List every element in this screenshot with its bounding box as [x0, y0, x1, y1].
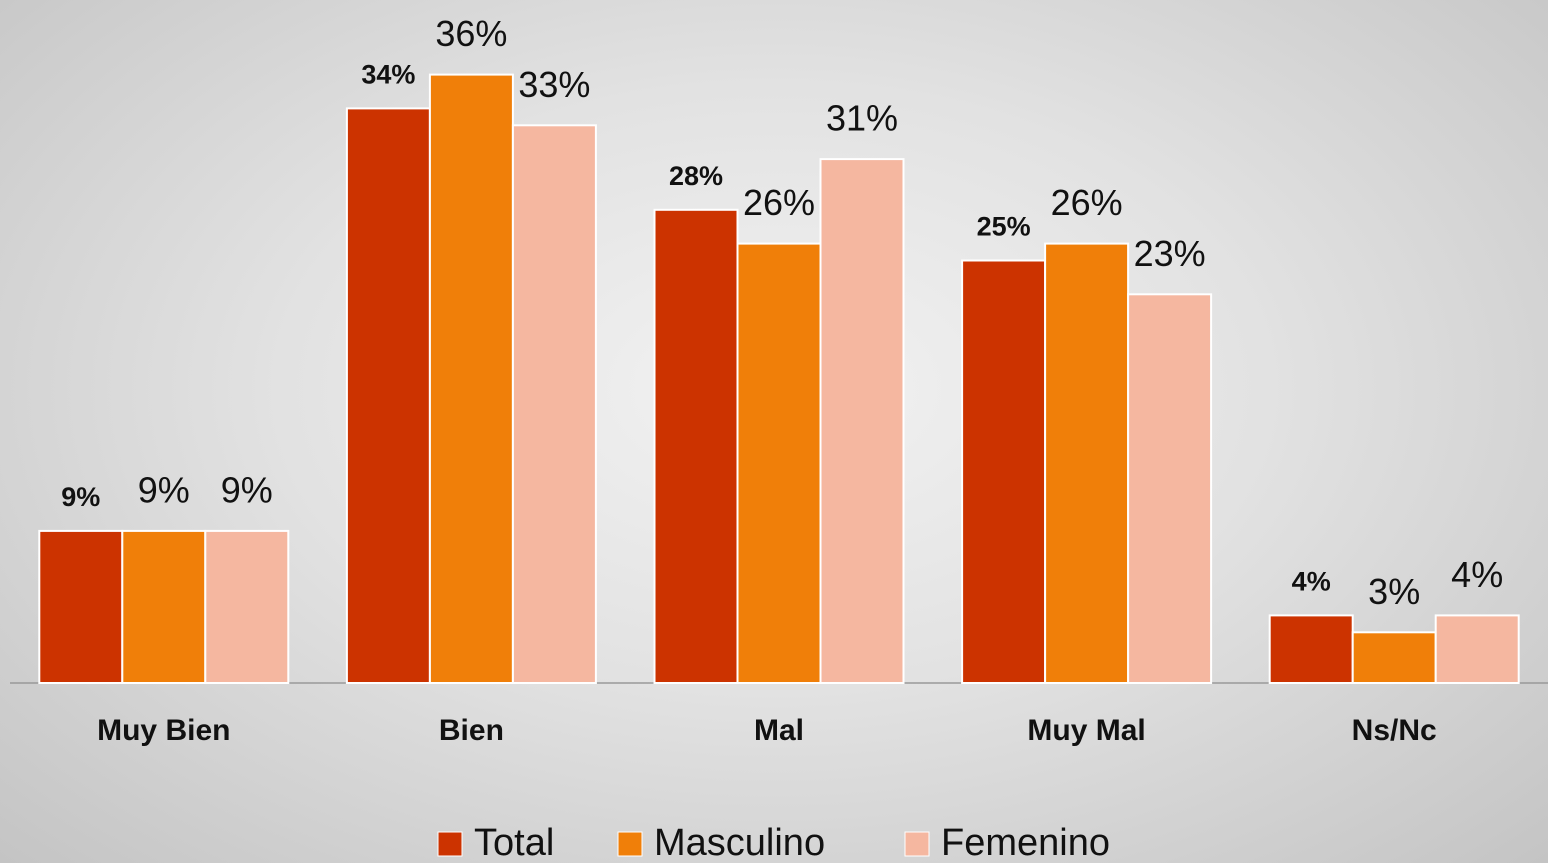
bar	[1127, 293, 1213, 684]
data-label: 26%	[1051, 182, 1123, 223]
bar	[736, 242, 822, 684]
bar	[345, 107, 431, 684]
legend-swatch	[904, 831, 930, 857]
bar	[1044, 242, 1130, 684]
data-label: 9%	[61, 482, 100, 512]
data-label: 9%	[221, 469, 273, 510]
x-tick-label: Mal	[754, 714, 804, 747]
bar	[428, 73, 514, 685]
x-tick-label: Bien	[439, 714, 504, 747]
legend-label: Total	[474, 822, 554, 863]
data-label: 4%	[1292, 567, 1331, 597]
x-tick-label: Muy Bien	[97, 714, 230, 747]
bar	[1268, 614, 1354, 685]
bar	[511, 124, 597, 685]
bar	[1351, 631, 1437, 684]
data-label: 36%	[435, 13, 507, 54]
data-label: 34%	[361, 60, 415, 90]
data-label: 33%	[518, 64, 590, 105]
bar	[1434, 614, 1520, 685]
data-label: 31%	[826, 98, 898, 139]
legend-swatch	[617, 831, 643, 857]
x-tick-label: Ns/Nc	[1352, 714, 1437, 747]
legend-label: Femenino	[941, 822, 1110, 863]
data-label: 23%	[1134, 233, 1206, 274]
bar	[204, 529, 290, 685]
bar	[653, 208, 739, 685]
legend-swatch	[437, 831, 463, 857]
data-label: 28%	[669, 161, 723, 191]
data-label: 25%	[977, 212, 1031, 242]
bar	[819, 158, 905, 685]
legend-label: Masculino	[654, 822, 825, 863]
bar	[961, 259, 1047, 684]
data-label: 26%	[743, 182, 815, 223]
bar	[121, 529, 207, 685]
x-tick-label: Muy Mal	[1027, 714, 1145, 747]
data-label: 4%	[1451, 554, 1503, 595]
data-label: 3%	[1368, 571, 1420, 612]
data-label: 9%	[138, 469, 190, 510]
bar	[38, 529, 124, 685]
